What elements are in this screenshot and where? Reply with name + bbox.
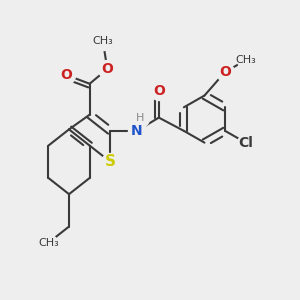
- Text: O: O: [219, 65, 231, 79]
- Text: O: O: [101, 62, 113, 76]
- Text: O: O: [153, 84, 165, 98]
- Text: O: O: [60, 68, 72, 82]
- Text: CH₃: CH₃: [38, 238, 59, 248]
- Text: N: N: [131, 124, 142, 138]
- Text: Cl: Cl: [238, 136, 253, 150]
- Text: S: S: [105, 154, 116, 169]
- Text: H: H: [136, 112, 144, 123]
- Text: CH₃: CH₃: [235, 55, 256, 65]
- Text: CH₃: CH₃: [92, 36, 113, 46]
